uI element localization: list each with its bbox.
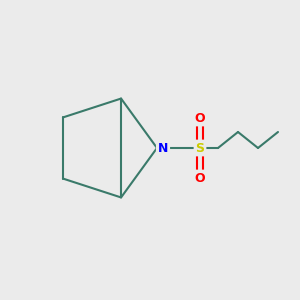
Text: O: O: [195, 112, 205, 124]
Text: S: S: [196, 142, 205, 154]
Text: N: N: [158, 142, 168, 154]
Text: O: O: [195, 172, 205, 184]
